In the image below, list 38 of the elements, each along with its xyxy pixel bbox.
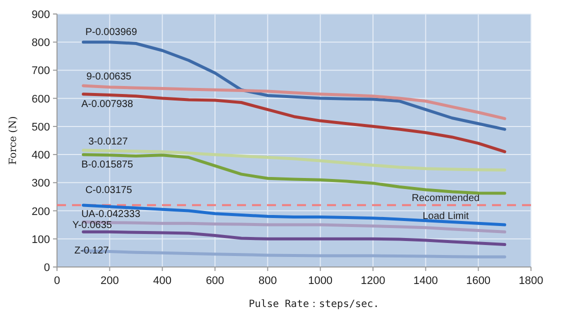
series-label: 3-0.0127 bbox=[88, 136, 128, 148]
x-tick-label: 1800 bbox=[518, 275, 544, 287]
x-tick-label: 800 bbox=[258, 275, 277, 287]
line-series bbox=[82, 230, 506, 246]
line-series bbox=[82, 40, 506, 131]
series-label: C-0.03175 bbox=[85, 185, 132, 196]
series-label: B-0.015875 bbox=[81, 160, 134, 171]
y-tick-label: 500 bbox=[32, 121, 50, 134]
line-series bbox=[82, 148, 506, 172]
x-tick-label: 600 bbox=[206, 275, 224, 287]
y-tick-label: 900 bbox=[32, 9, 50, 21]
series-label: Y-0.0635 bbox=[72, 220, 112, 231]
x-tick-label: 1200 bbox=[360, 275, 386, 287]
series-label: UA-0.042333 bbox=[81, 209, 140, 220]
y-tick-label: 0 bbox=[44, 262, 50, 274]
line-series bbox=[82, 92, 506, 154]
x-tick-label: 1600 bbox=[466, 275, 491, 287]
x-tick-label: 200 bbox=[100, 275, 119, 287]
series-label: P-0.003969 bbox=[85, 27, 138, 38]
x-tick-label: 1400 bbox=[413, 275, 438, 287]
series-label: Z-0.127 bbox=[74, 246, 109, 257]
y-tick-label: 700 bbox=[32, 65, 50, 78]
series-label: 9-0.00635 bbox=[86, 72, 132, 83]
ref-line-label: Recommended Load Limit bbox=[412, 193, 480, 222]
series-label: A-0.007938 bbox=[81, 99, 134, 110]
x-tick-label: 400 bbox=[153, 275, 172, 287]
y-tick-label: 400 bbox=[32, 150, 50, 162]
x-tick-label: 0 bbox=[54, 275, 60, 287]
x-axis-title: Pulse Rate：steps/sec. bbox=[248, 299, 380, 310]
y-tick-label: 300 bbox=[32, 178, 50, 190]
y-tick-label: 100 bbox=[32, 234, 50, 246]
line-series bbox=[82, 153, 506, 195]
y-tick-label: 200 bbox=[32, 206, 50, 218]
y-tick-label: 600 bbox=[32, 93, 50, 106]
x-tick-label: 1000 bbox=[308, 275, 333, 287]
y-axis-title: Force (N) bbox=[8, 116, 19, 165]
line-series bbox=[82, 84, 506, 120]
y-tick-label: 800 bbox=[32, 37, 50, 50]
